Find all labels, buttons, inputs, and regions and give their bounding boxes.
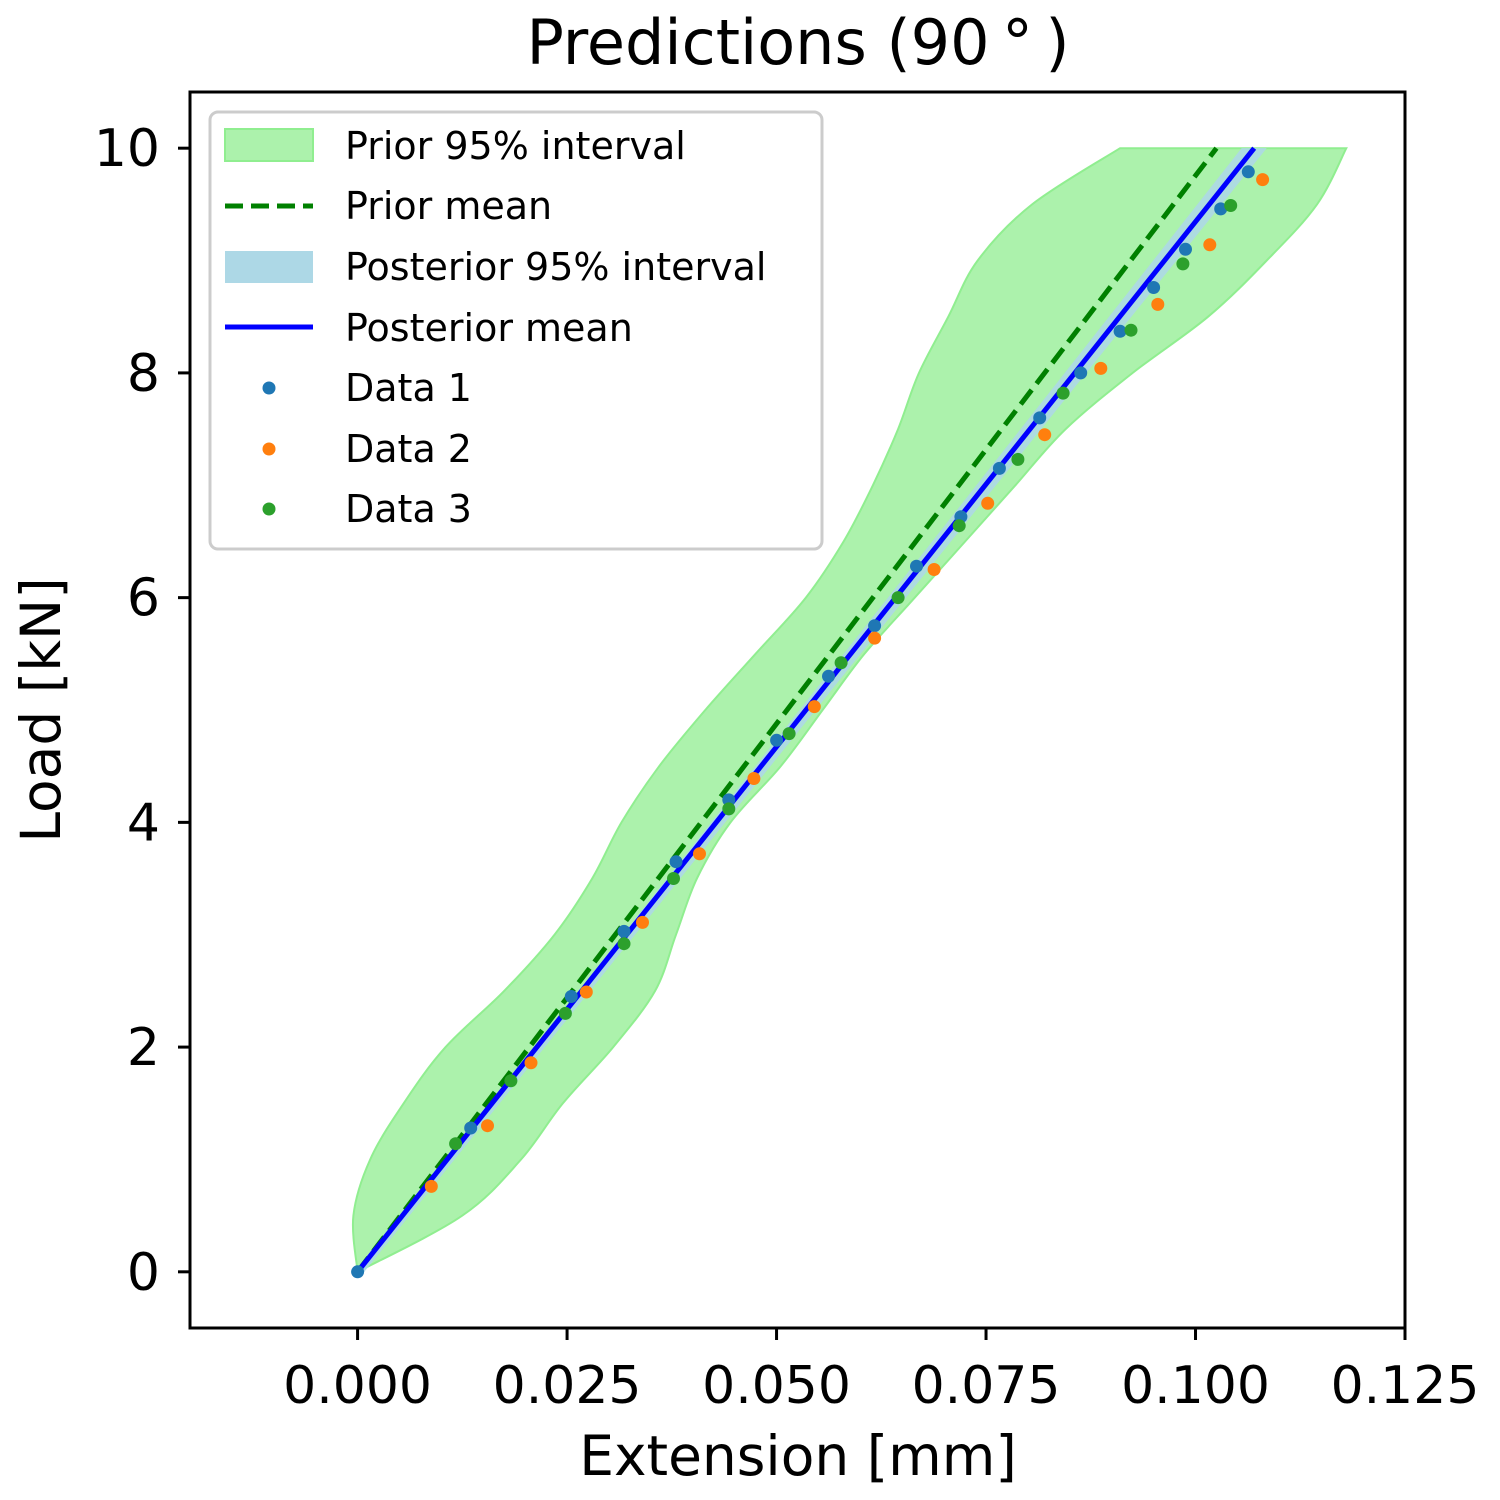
legend-label-prior-interval: Prior 95% interval <box>345 124 686 168</box>
x-tick-label: 0.050 <box>702 1356 851 1416</box>
x-axis: 0.000 0.025 0.050 0.075 0.100 0.125 <box>283 1328 1479 1416</box>
data2-point <box>1094 361 1108 375</box>
data3-point <box>1224 199 1238 212</box>
data3-point <box>449 1137 463 1151</box>
legend-label-posterior-mean: Posterior mean <box>345 306 633 350</box>
data1-point <box>1113 324 1127 338</box>
data2-point <box>927 563 941 576</box>
data2-point <box>1203 238 1217 252</box>
x-tick-label: 0.100 <box>1121 1356 1270 1416</box>
data2-point <box>981 496 995 510</box>
legend-label-data2: Data 2 <box>345 427 472 471</box>
data1-point <box>770 733 784 747</box>
data2-point <box>1151 297 1165 311</box>
legend-data1-marker <box>262 381 276 395</box>
data3-point <box>952 519 966 533</box>
y-tick-label: 6 <box>127 569 160 629</box>
data2-point <box>807 700 821 714</box>
y-tick-label: 2 <box>127 1018 160 1078</box>
legend-frame <box>208 110 824 551</box>
data3-point <box>558 1006 572 1020</box>
data3-point <box>891 591 905 605</box>
x-tick-label: 0.125 <box>1331 1356 1480 1416</box>
y-axis: 0 2 4 6 8 10 <box>94 119 190 1303</box>
data3-point <box>1056 386 1070 400</box>
data2-point <box>868 631 882 645</box>
legend-data3-marker <box>262 502 276 516</box>
data1-point <box>1147 281 1161 294</box>
legend-label-data3: Data 3 <box>345 487 472 531</box>
data1-point <box>910 559 923 573</box>
x-tick-label: 0.075 <box>912 1356 1061 1416</box>
legend: Prior 95% interval Prior mean Posterior … <box>208 110 824 551</box>
data1-point <box>992 461 1006 475</box>
y-tick-label: 10 <box>94 119 160 179</box>
data2-point <box>1256 173 1270 187</box>
data3-point <box>617 937 631 951</box>
axes-frame <box>188 90 1407 1330</box>
data1-point <box>868 619 882 633</box>
data3-point <box>782 727 796 741</box>
data3-point <box>504 1074 518 1088</box>
legend-prior-band-swatch <box>224 128 314 162</box>
data1-point <box>617 924 631 938</box>
x-axis-label: Extension [mm] <box>579 1424 1017 1488</box>
data2-point <box>636 915 649 929</box>
prior-interval-band <box>351 147 1348 1274</box>
data1-point <box>1033 411 1047 425</box>
data1-point <box>1241 165 1255 179</box>
data3-point <box>834 656 848 670</box>
data1-point <box>822 669 835 683</box>
legend-label-prior-mean: Prior mean <box>345 184 552 228</box>
data1-point <box>1074 366 1088 380</box>
data1-point <box>351 1265 365 1279</box>
data1-point <box>564 990 578 1003</box>
legend-label-data1: Data 1 <box>345 366 472 410</box>
y-tick-label: 4 <box>127 793 160 853</box>
data2-point <box>693 847 706 861</box>
legend-data2-marker <box>262 442 276 456</box>
y-tick-label: 8 <box>127 344 160 404</box>
legend-posterior-band-swatch <box>225 251 313 283</box>
x-tick-label: 0.025 <box>493 1356 642 1416</box>
data2-point <box>424 1179 438 1193</box>
prior-mean-line <box>355 146 1219 1274</box>
data1-point <box>464 1121 478 1135</box>
x-tick-label: 0.000 <box>283 1356 432 1416</box>
y-tick-label: 0 <box>127 1243 160 1303</box>
data2-point <box>481 1119 494 1133</box>
data3-point <box>1124 323 1138 337</box>
legend-label-posterior-interval: Posterior 95% interval <box>345 245 766 289</box>
data3-point <box>667 872 680 885</box>
data2-point <box>1038 428 1052 442</box>
data2-point <box>524 1056 538 1070</box>
data1-point <box>1214 202 1228 216</box>
y-axis-label: Load [kN] <box>9 577 73 842</box>
plot-area <box>351 146 1348 1279</box>
data3-point <box>1176 257 1190 271</box>
data1-point <box>1179 242 1192 256</box>
chart-title: Predictions (90 ° ) <box>526 6 1069 79</box>
data1-point <box>722 793 736 807</box>
data3-point <box>722 802 736 816</box>
data1-point <box>669 855 683 869</box>
data2-point <box>747 772 761 785</box>
data3-point <box>1011 452 1025 466</box>
data2-point <box>579 985 593 999</box>
